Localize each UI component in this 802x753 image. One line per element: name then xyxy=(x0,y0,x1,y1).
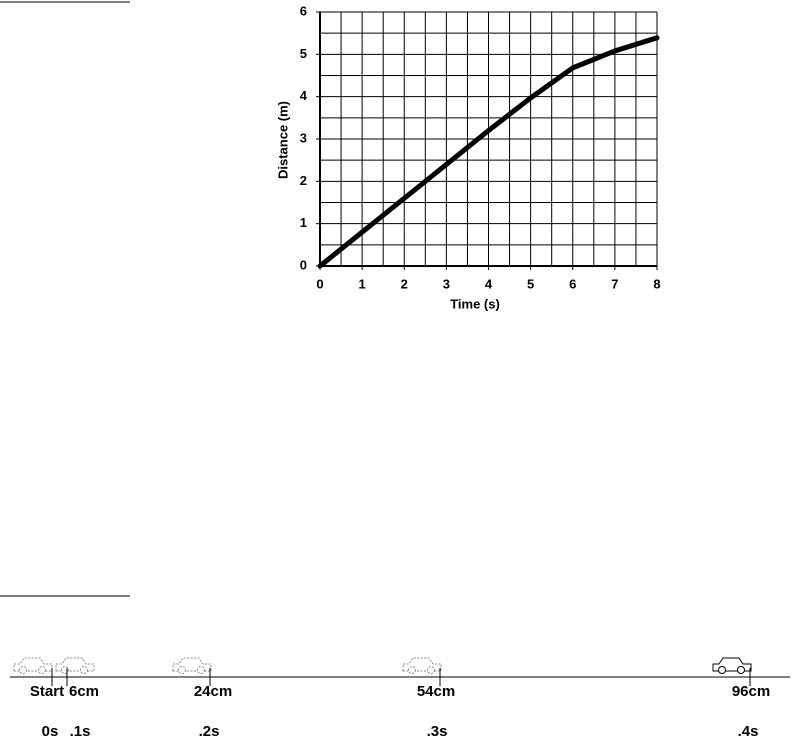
position-label: 6cm xyxy=(69,683,99,700)
x-tick-label: 3 xyxy=(443,276,450,291)
x-tick-label: 4 xyxy=(485,276,493,291)
position-label: 96cm xyxy=(732,683,770,700)
x-tick-label: 1 xyxy=(359,276,366,291)
x-tick-label: 7 xyxy=(611,276,618,291)
x-tick-label: 6 xyxy=(569,276,576,291)
y-tick-label: 5 xyxy=(300,46,307,61)
diagram: Start 6cm 24cm 54cm 96cm 0s .1s .2s .3s … xyxy=(10,657,790,740)
car-ghost xyxy=(172,657,212,674)
time-label: 0s xyxy=(42,723,59,740)
position-label: 54cm xyxy=(417,683,455,700)
chart: Time (s) Distance (m) 0 1 2 3 4 5 6 7 8 0 1 2 3 4 5 6 xyxy=(275,3,660,311)
y-tick-label: 1 xyxy=(300,215,307,230)
y-tick-label: 2 xyxy=(300,173,307,188)
time-label: .4s xyxy=(738,723,759,740)
y-tick-label: 3 xyxy=(300,130,307,145)
position-label: Start xyxy=(30,683,64,700)
y-tick-label: 6 xyxy=(300,3,307,18)
car-ghost xyxy=(55,657,95,674)
car-ghost xyxy=(13,657,53,674)
y-axis-label: Distance (m) xyxy=(275,101,290,179)
x-axis-label: Time (s) xyxy=(450,296,500,311)
x-tick-label: 5 xyxy=(527,276,534,291)
y-tick-label: 0 xyxy=(300,257,307,272)
data-line xyxy=(317,35,660,269)
time-label: .1s xyxy=(70,723,91,740)
position-label: 24cm xyxy=(194,683,232,700)
x-tick-label: 8 xyxy=(653,276,660,291)
x-tick-label: 0 xyxy=(316,276,323,291)
time-label: .3s xyxy=(427,723,448,740)
time-label: .2s xyxy=(199,723,220,740)
car xyxy=(712,657,752,674)
y-tick-label: 4 xyxy=(300,88,308,103)
car-ghost xyxy=(402,657,442,674)
x-tick-label: 2 xyxy=(401,276,408,291)
